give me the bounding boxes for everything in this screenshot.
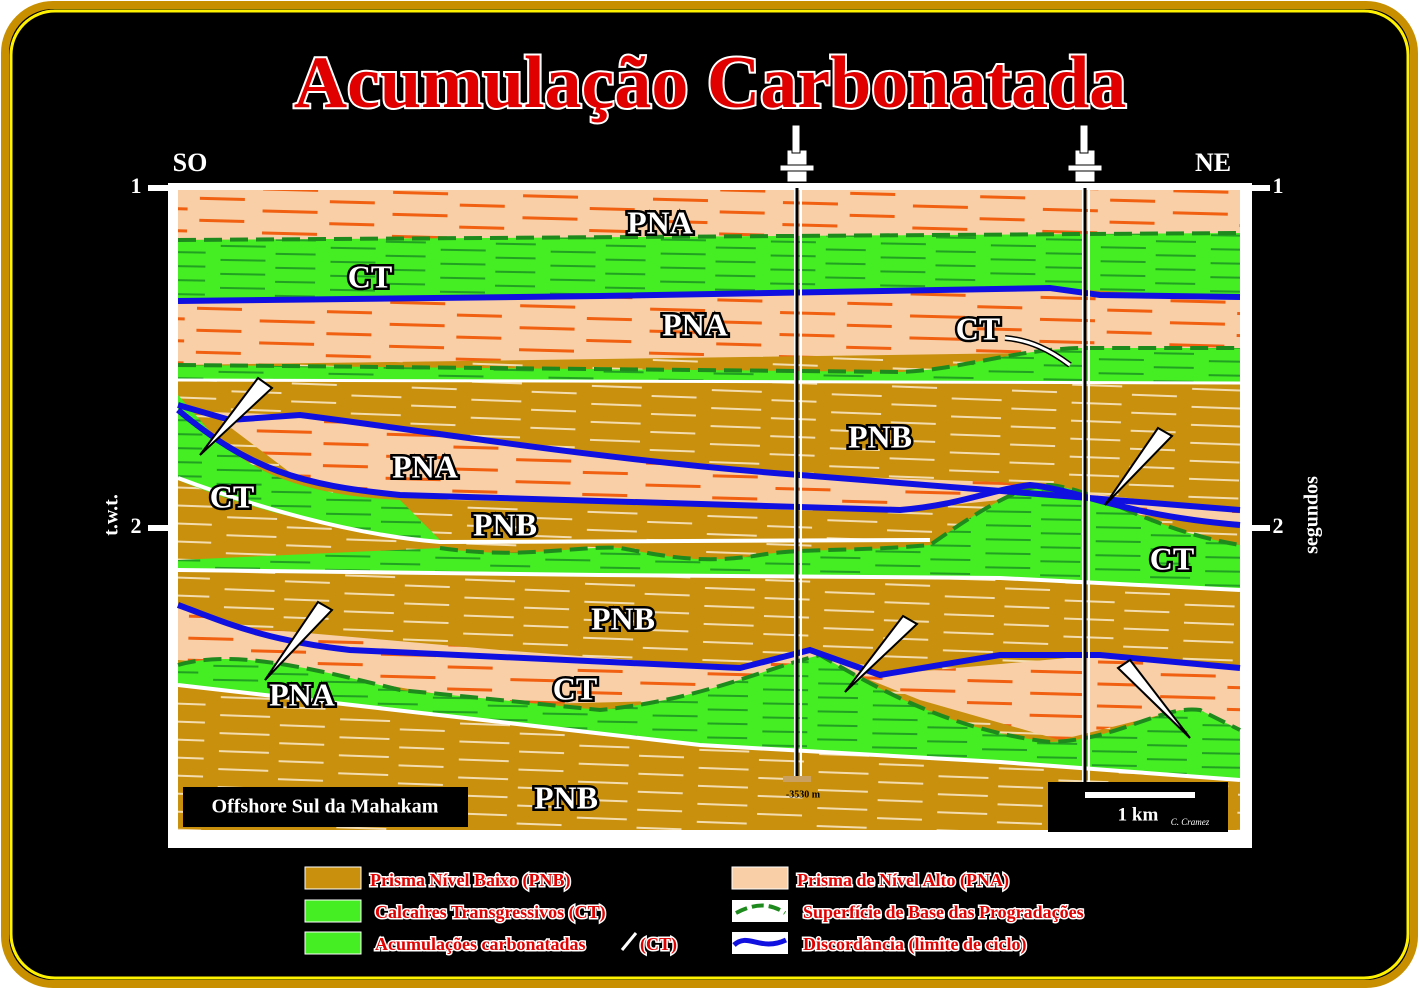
tick-label: 1 [131, 173, 142, 198]
frame-inner [9, 9, 1410, 980]
unit-label: PNA [662, 306, 728, 342]
unit-label: CT [1150, 540, 1194, 576]
axis-label: t.w.t. [101, 494, 123, 536]
unit-label: PNA [392, 448, 458, 484]
unit-label: CT [348, 258, 392, 294]
tick-label: 1 [1273, 173, 1284, 198]
legend-item: Calcaires Transgressivos (CT) [375, 902, 606, 923]
scale-label: 1 km [1118, 804, 1159, 825]
unit-label: PNA [627, 204, 693, 240]
legend-item: Prisma Nível Baixo (PNB) [370, 870, 570, 891]
direction: NE [1195, 148, 1231, 177]
direction: SO [173, 148, 208, 177]
legend-item: (CT) [640, 934, 677, 955]
title: Acumulação Carbonatada [294, 42, 1127, 124]
unit-label: CT [210, 478, 254, 514]
legend-item: Acumulações carbonatadas [375, 934, 586, 954]
axis-label: segundos [1301, 476, 1323, 554]
unit-label: PNB [473, 506, 537, 542]
tick-label: 2 [1273, 513, 1284, 538]
legend-item: Discordância (limite de ciclo) [803, 934, 1026, 955]
unit-label: PNB [534, 779, 598, 815]
ticks [148, 185, 1270, 531]
unit-label: CT [553, 670, 597, 706]
unit-label: PNB [591, 600, 655, 636]
unit-label: PNA [269, 676, 335, 712]
location: Offshore Sul da Mahakam [212, 796, 439, 818]
legend: Prisma Nível Baixo (PNB) Calcaires Trans… [304, 866, 1085, 957]
unit-labels: PNA CT PNA CT PNB PNA CT PNB CT PNB CT PNA PNB [207, 202, 1196, 818]
legend-item: Superfície de Base das Progradações [803, 902, 1084, 922]
scale-bar [1085, 792, 1195, 798]
location-box [183, 787, 468, 827]
scale-box [1048, 782, 1228, 832]
credit: C. Cramez [1171, 817, 1210, 827]
rigs [779, 124, 1103, 183]
legend-item: Prisma de Nível Alto (PNA) [797, 870, 1009, 891]
well-depth: -3530 m [786, 789, 821, 800]
unit-label: CT [956, 310, 1000, 346]
tick-label: 2 [131, 513, 142, 538]
section [168, 183, 1252, 848]
unit-label: PNB [848, 418, 912, 454]
